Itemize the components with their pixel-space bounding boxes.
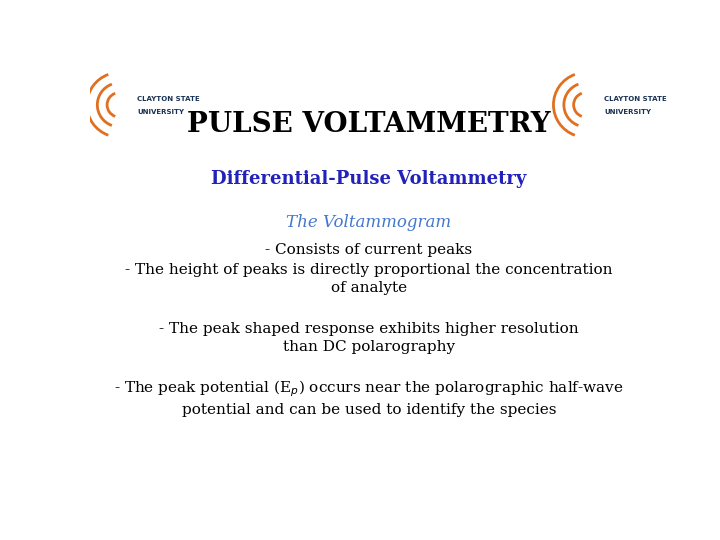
Text: The Voltammogram: The Voltammogram bbox=[287, 214, 451, 231]
Text: - Consists of current peaks: - Consists of current peaks bbox=[266, 242, 472, 256]
Text: CLAYTON STATE: CLAYTON STATE bbox=[604, 96, 667, 102]
Text: - The height of peaks is directly proportional the concentration
of analyte: - The height of peaks is directly propor… bbox=[125, 262, 613, 295]
Text: CLAYTON STATE: CLAYTON STATE bbox=[138, 96, 200, 102]
Text: Differential-Pulse Voltammetry: Differential-Pulse Voltammetry bbox=[211, 170, 527, 188]
Text: PULSE VOLTAMMETRY: PULSE VOLTAMMETRY bbox=[187, 111, 551, 138]
Text: UNIVERSITY: UNIVERSITY bbox=[604, 109, 651, 115]
Text: UNIVERSITY: UNIVERSITY bbox=[138, 109, 184, 115]
Text: - The peak potential (E$_p$) occurs near the polarographic half-wave
potential a: - The peak potential (E$_p$) occurs near… bbox=[114, 378, 624, 417]
Text: - The peak shaped response exhibits higher resolution
than DC polarography: - The peak shaped response exhibits high… bbox=[159, 322, 579, 354]
